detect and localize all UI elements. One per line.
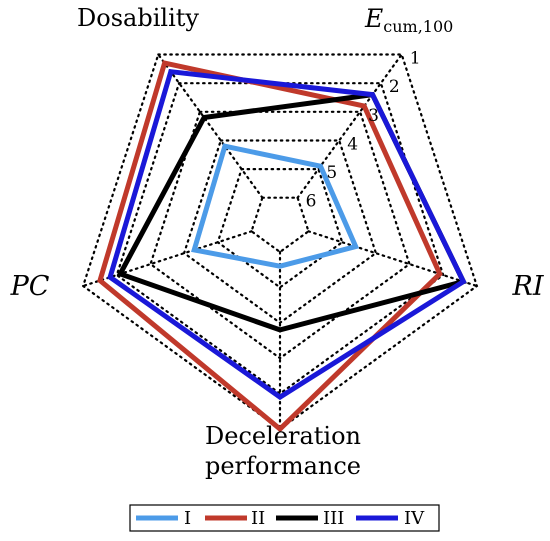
radar-series <box>97 60 467 433</box>
axis-label-ecum-subscript: cum,100 <box>383 17 453 36</box>
legend: I II III IV <box>129 504 440 532</box>
grid-spoke-2 <box>296 53 403 199</box>
axis-label-ri: RI <box>512 271 545 302</box>
ring-tick-label-5: 5 <box>326 163 337 183</box>
grid-spoke-5 <box>81 230 253 288</box>
legend-label-i: I <box>184 508 191 529</box>
ring-tick-label-3: 3 <box>368 106 379 126</box>
ring-tick-label-6: 6 <box>306 192 317 212</box>
grid-spoke-1 <box>157 53 264 199</box>
legend-label-ii: II <box>251 508 265 529</box>
radar-grid <box>81 53 479 431</box>
grid-spoke-3 <box>307 230 478 288</box>
grid-ring-6 <box>250 196 310 254</box>
grid-ring-1 <box>81 53 479 431</box>
axis-label-pc: PC <box>10 271 50 302</box>
ring-tick-label-1: 1 <box>410 49 421 69</box>
grid-ring-5 <box>216 168 344 289</box>
series-line-ii <box>97 60 443 433</box>
grid-ring-2 <box>115 82 445 395</box>
axis-label-deceleration-line2: performance <box>205 452 361 480</box>
legend-label-iii: III <box>323 508 344 529</box>
series-line-iv <box>107 68 467 401</box>
axis-label-ecum: Ecum,100 <box>364 4 453 36</box>
series-line-iii <box>116 91 467 333</box>
axis-label-deceleration-line1: Deceleration <box>205 422 361 450</box>
grid-ring-3 <box>149 110 411 360</box>
series-line-i <box>191 143 360 269</box>
ring-tick-label-4: 4 <box>347 135 358 155</box>
legend-label-iv: IV <box>404 508 425 529</box>
ring-tick-label-2: 2 <box>389 77 400 97</box>
grid-ring-4 <box>182 139 378 325</box>
axis-label-dosability: Dosability <box>77 4 199 32</box>
